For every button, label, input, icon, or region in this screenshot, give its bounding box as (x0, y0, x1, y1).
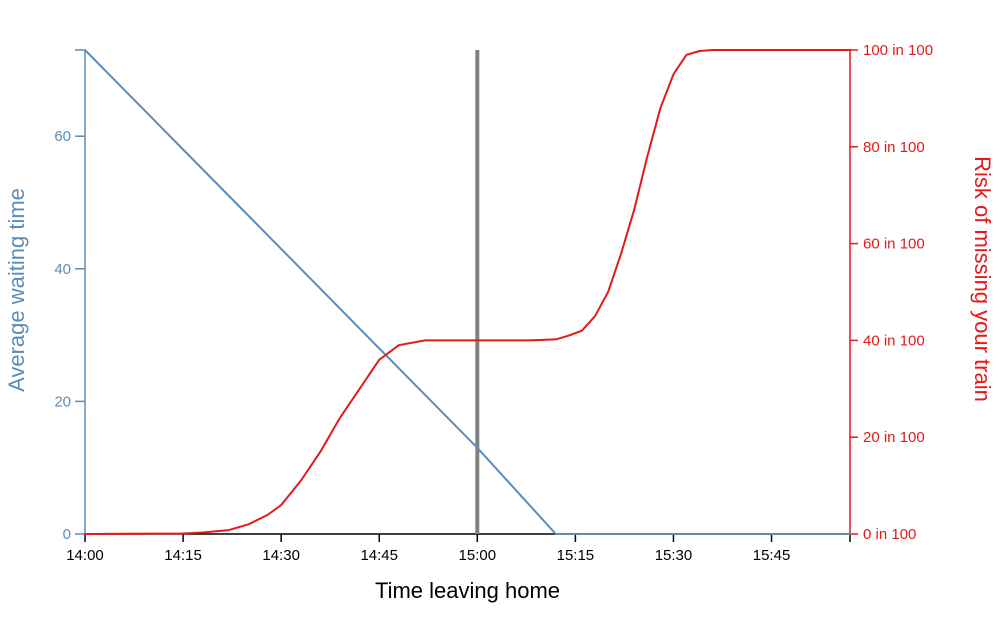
left-axis-tick-label: 60 (54, 128, 71, 145)
x-axis-tick-label: 14:15 (164, 547, 202, 564)
left-axis-tick-label: 40 (54, 261, 71, 278)
x-axis-tick-label: 15:00 (459, 547, 497, 564)
right-axis-tick-label: 0 in 100 (863, 526, 916, 543)
right-axis-tick-label: 80 in 100 (863, 139, 925, 156)
right-axis-tick-label: 60 in 100 (863, 236, 925, 253)
x-axis-tick-label: 15:30 (655, 547, 693, 564)
x-axis-tick-label: 14:00 (66, 547, 104, 564)
missing-risk-line (84, 49, 851, 535)
right-axis-tick-label: 20 in 100 (863, 429, 925, 446)
x-axis-tick-label: 14:30 (262, 547, 300, 564)
right-axis-tick-label: 100 in 100 (863, 42, 933, 59)
left-axis-title: Average waiting time (4, 188, 29, 392)
waiting-time-line (84, 49, 851, 535)
x-axis-tick-label: 15:45 (753, 547, 791, 564)
right-axis-title: Risk of missing your train (970, 156, 995, 402)
x-axis-tick-label: 14:45 (360, 547, 398, 564)
x-axis-title: Time leaving home (375, 578, 560, 603)
left-axis-tick-label: 0 (63, 526, 71, 543)
left-axis-tick-label: 20 (54, 393, 71, 410)
right-axis-tick-label: 40 in 100 (863, 332, 925, 349)
x-axis-tick-label: 15:15 (557, 547, 595, 564)
